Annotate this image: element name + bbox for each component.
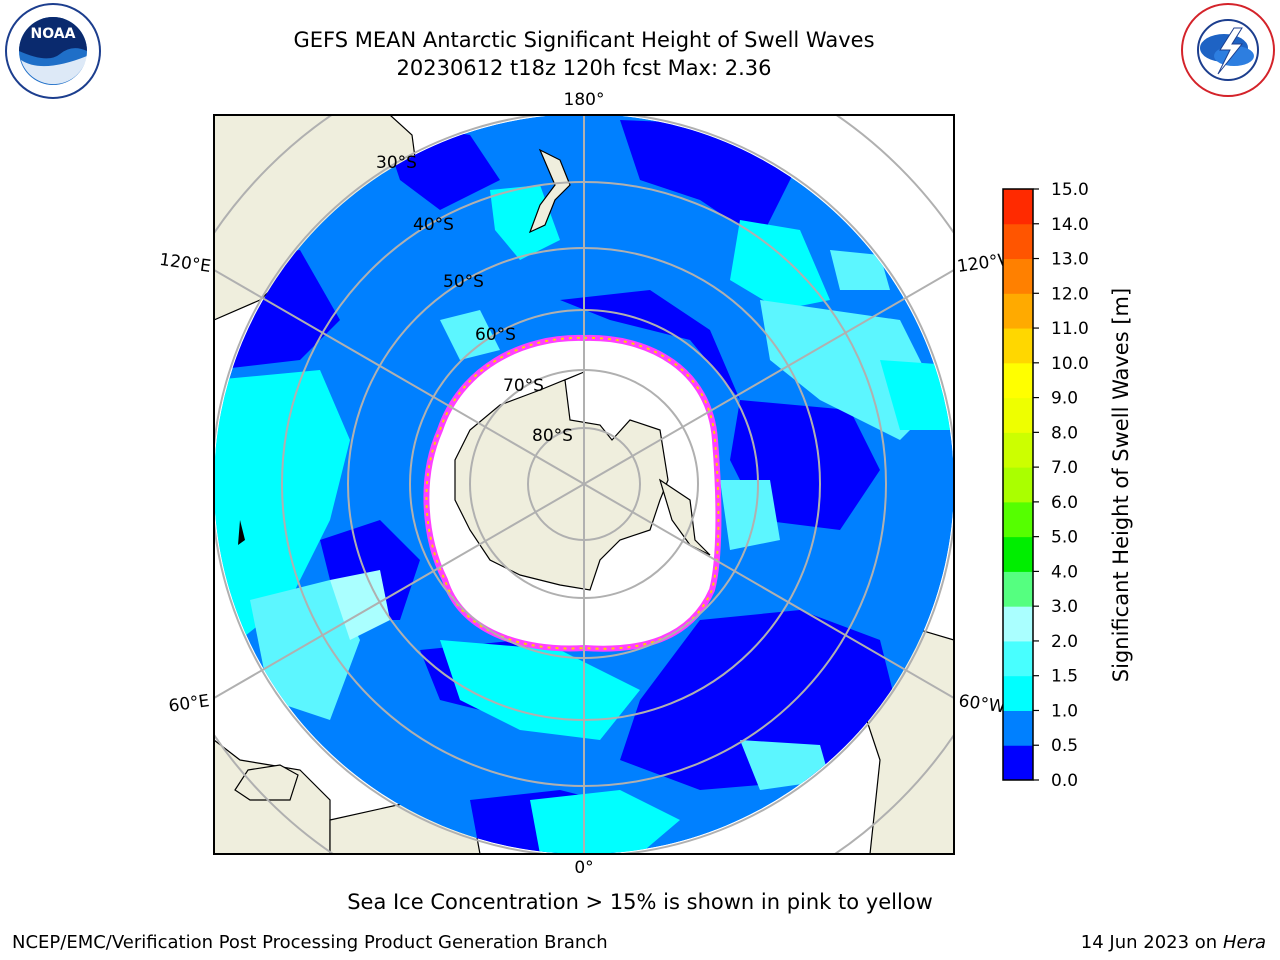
nws-logo-icon [1181, 3, 1275, 97]
colorbar-tick-label: 1.0 [1051, 701, 1078, 721]
lat-label-70s: 70°S [503, 376, 544, 396]
lon-label-120e: 120°E [158, 250, 212, 277]
colorbar-segment [1003, 501, 1033, 538]
map-frame [213, 114, 955, 855]
colorbar-segment [1003, 328, 1033, 364]
colorbar-tick-label: 3.0 [1051, 597, 1078, 617]
colorbar-segment [1003, 362, 1033, 399]
colorbar-tick-label: 12.0 [1051, 284, 1089, 304]
lon-label-60w: 60°W [957, 691, 1006, 717]
noaa-logo-icon: NOAA [5, 3, 101, 99]
colorbar-segment [1003, 745, 1033, 781]
colorbar-segment [1003, 397, 1033, 433]
lat-label-40s: 40°S [413, 215, 454, 235]
colorbar-tick-label: 5.0 [1051, 528, 1078, 548]
colorbar-segment [1003, 536, 1033, 572]
graticule [214, 115, 954, 854]
colorbar-tick-label: 7.0 [1051, 458, 1078, 478]
colorbar-tick-label: 8.0 [1051, 423, 1078, 443]
colorbar-tick-label: 10.0 [1051, 354, 1089, 374]
colorbar: 0.0 0.5 1.0 1.5 2.0 3.0 4.0 5.0 6.0 7.0 8.0 9.0 10.0… [1002, 180, 1133, 791]
footer-host: Hera [1222, 932, 1266, 953]
footer-date-text: 14 Jun 2023 on [1080, 932, 1218, 953]
lat-label-80s: 80°S [532, 426, 573, 446]
colorbar-tick-label: 14.0 [1051, 215, 1089, 235]
title-line-1: GEFS MEAN Antarctic Significant Height o… [293, 28, 875, 52]
colorbar-segment [1003, 258, 1033, 294]
lat-label-50s: 50°S [443, 272, 484, 292]
footer-date: 14 Jun 2023 on Hera [1081, 932, 1266, 953]
colorbar-tick-label: 4.0 [1051, 562, 1078, 582]
lat-label-60s: 60°S [475, 325, 516, 345]
sea-ice-caption: Sea Ice Concentration > 15% is shown in … [347, 890, 933, 914]
lon-label-60e: 60°E [167, 691, 210, 716]
colorbar-segment [1003, 432, 1033, 468]
noaa-logo-text: NOAA [31, 26, 76, 42]
colorbar-tick-label: 11.0 [1051, 319, 1089, 339]
colorbar-tick-label: 9.0 [1051, 389, 1078, 409]
colorbar-tick-label: 6.0 [1051, 493, 1078, 513]
colorbar-segment [1003, 571, 1033, 607]
colorbar-tick-label: 15.0 [1051, 180, 1089, 200]
footer-credit: NCEP/EMC/Verification Post Processing Pr… [12, 932, 608, 953]
new-zealand [528, 148, 571, 234]
colorbar-segment [1003, 675, 1033, 711]
title-line-2: 20230612 t18z 120h fcst Max: 2.36 [396, 56, 772, 80]
colorbar-segment [1003, 467, 1033, 503]
latitude-labels: 30°S 40°S 50°S 60°S 70°S 80°S [376, 153, 573, 446]
colorbar-tick-label: 0.0 [1051, 771, 1078, 791]
colorbar-segment [1003, 606, 1033, 642]
colorbar-segment [1003, 710, 1033, 746]
colorbar-label: Significant Height of Swell Waves [m] [1109, 288, 1133, 682]
colorbar-tick-label: 0.5 [1051, 736, 1078, 756]
colorbar-frame [1002, 188, 1034, 781]
colorbar-segment [1003, 640, 1033, 677]
colorbar-segment [1003, 223, 1033, 260]
lon-label-180: 180° [564, 90, 605, 110]
lat-label-30s: 30°S [376, 153, 417, 173]
colorbar-tick-label: 1.5 [1051, 667, 1078, 687]
chart-title: GEFS MEAN Antarctic Significant Height o… [0, 26, 1168, 82]
colorbar-tick-label: 2.0 [1051, 632, 1078, 652]
colorbar-segment [1003, 293, 1033, 329]
colorbar-segment [1003, 189, 1033, 225]
antarctica-landmass [454, 371, 669, 591]
colorbar-tick-label: 13.0 [1051, 250, 1089, 270]
lon-label-0: 0° [574, 858, 593, 878]
